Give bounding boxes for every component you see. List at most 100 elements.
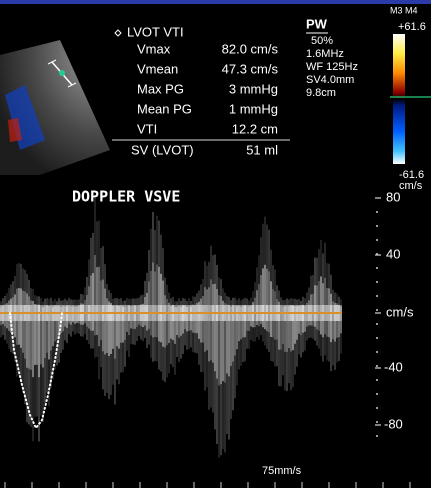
spectrum-column [300,300,302,358]
spectrum-core [232,305,234,362]
spectrum-core [286,305,288,353]
spectrum-column [268,229,270,352]
spectrum-column [304,297,306,351]
settings: PW 50% 1.6MHz WF 125Hz SV4.0mm 9.8cm [306,16,358,99]
scale-dot [376,323,378,325]
spectrum-core [118,305,120,349]
spectrum-column [290,298,292,391]
spectrum-column [106,283,108,393]
bar-unit: cm/s [399,180,423,192]
spectrum-core [282,306,284,345]
spectrum-core [90,275,92,331]
spectrum-column [178,298,180,363]
spectrum-core [112,305,114,349]
spectrum-column [218,277,220,458]
spectrum-core [24,291,26,359]
bar-top: +61.6 [398,21,426,33]
spectrum-core [30,300,32,370]
spectrum-core [234,305,236,356]
spectrum-core [210,279,212,361]
scale-label: 40 [386,246,400,261]
spectrum-column [338,296,340,362]
spectrum-core [188,305,190,332]
spectrum-column [88,259,90,345]
spectrum-column [248,300,250,349]
spectrum-column [92,232,94,349]
spectrum-core [36,304,38,365]
spectrum-column [236,299,238,386]
bar-label: M3 M4 [390,5,418,15]
spectrum-column [330,274,332,372]
color-flow [8,118,22,142]
spectrum-column [116,298,118,380]
spectrum-core [154,271,156,337]
spectrum-column [202,279,204,373]
spectrum-column [50,297,52,388]
spectrum-column [30,288,32,427]
spectrum-column [158,220,160,370]
spectrum-column [244,297,246,362]
spectrum-core [296,306,298,340]
spectrum-column [110,293,112,395]
spectrum-column [162,248,164,381]
spectrum-core [38,304,40,378]
spectrum-column [224,292,226,453]
spectrum-core [334,302,336,342]
spectrum-column [34,295,36,417]
spectrum-core [176,307,178,336]
spectrum-column [282,300,284,376]
spectrum [0,196,342,458]
spectrum-core [290,305,292,352]
spectrum-column [44,298,46,404]
spectrum-core [208,287,210,362]
spectrum-column [138,297,140,337]
spectrum-column [166,284,168,378]
spectrum-core [4,304,6,327]
spectrum-core [236,306,238,350]
spectrum-core [240,306,242,340]
spectrum-column [124,300,126,367]
spectrum-column [226,296,228,434]
color-scale [393,34,405,164]
spectrum-column [104,264,106,396]
spectrum-core [54,305,56,342]
spectrum-column [296,299,298,367]
spectrum-column [264,216,266,346]
spectrum-core [74,306,76,324]
spectrum-core [214,283,216,372]
spectrum-core [94,254,96,336]
spectrum-core [96,267,98,336]
spectrum-column [288,299,290,384]
spectrum-column [242,299,244,363]
measure-label: Mean PG [137,101,192,116]
measure-value: 12.2 cm [232,121,278,136]
sector-image [0,40,110,175]
scale-dot [376,351,378,353]
spectrum-core [32,300,34,378]
spectrum-core [268,271,270,333]
spectrum-core [158,266,160,342]
spectrum-core [266,268,268,331]
spectrum-column [222,288,224,450]
spectrum-core [150,270,152,336]
spectrum-core [212,284,214,363]
spectrum-column [174,301,176,375]
spectrum-column [214,254,216,430]
scale-dot [376,295,378,297]
spectrum-core [226,304,228,374]
scale-dot [376,421,378,423]
result-label: SV (LVOT) [131,142,194,157]
spectrum-column [186,300,188,350]
spectrum-core [262,268,264,328]
spectrum-column [266,224,268,349]
spectrum-column [160,234,162,372]
spectrum-core [26,293,28,368]
spectrum-column [188,298,190,350]
spectrum-core [122,307,124,343]
spectrum-column [86,276,88,341]
spectrum-column [182,298,184,355]
spectrum-column [156,215,158,362]
spectrum-column [130,298,132,344]
spectrum-core [52,306,54,347]
spectrum-core [260,275,262,325]
